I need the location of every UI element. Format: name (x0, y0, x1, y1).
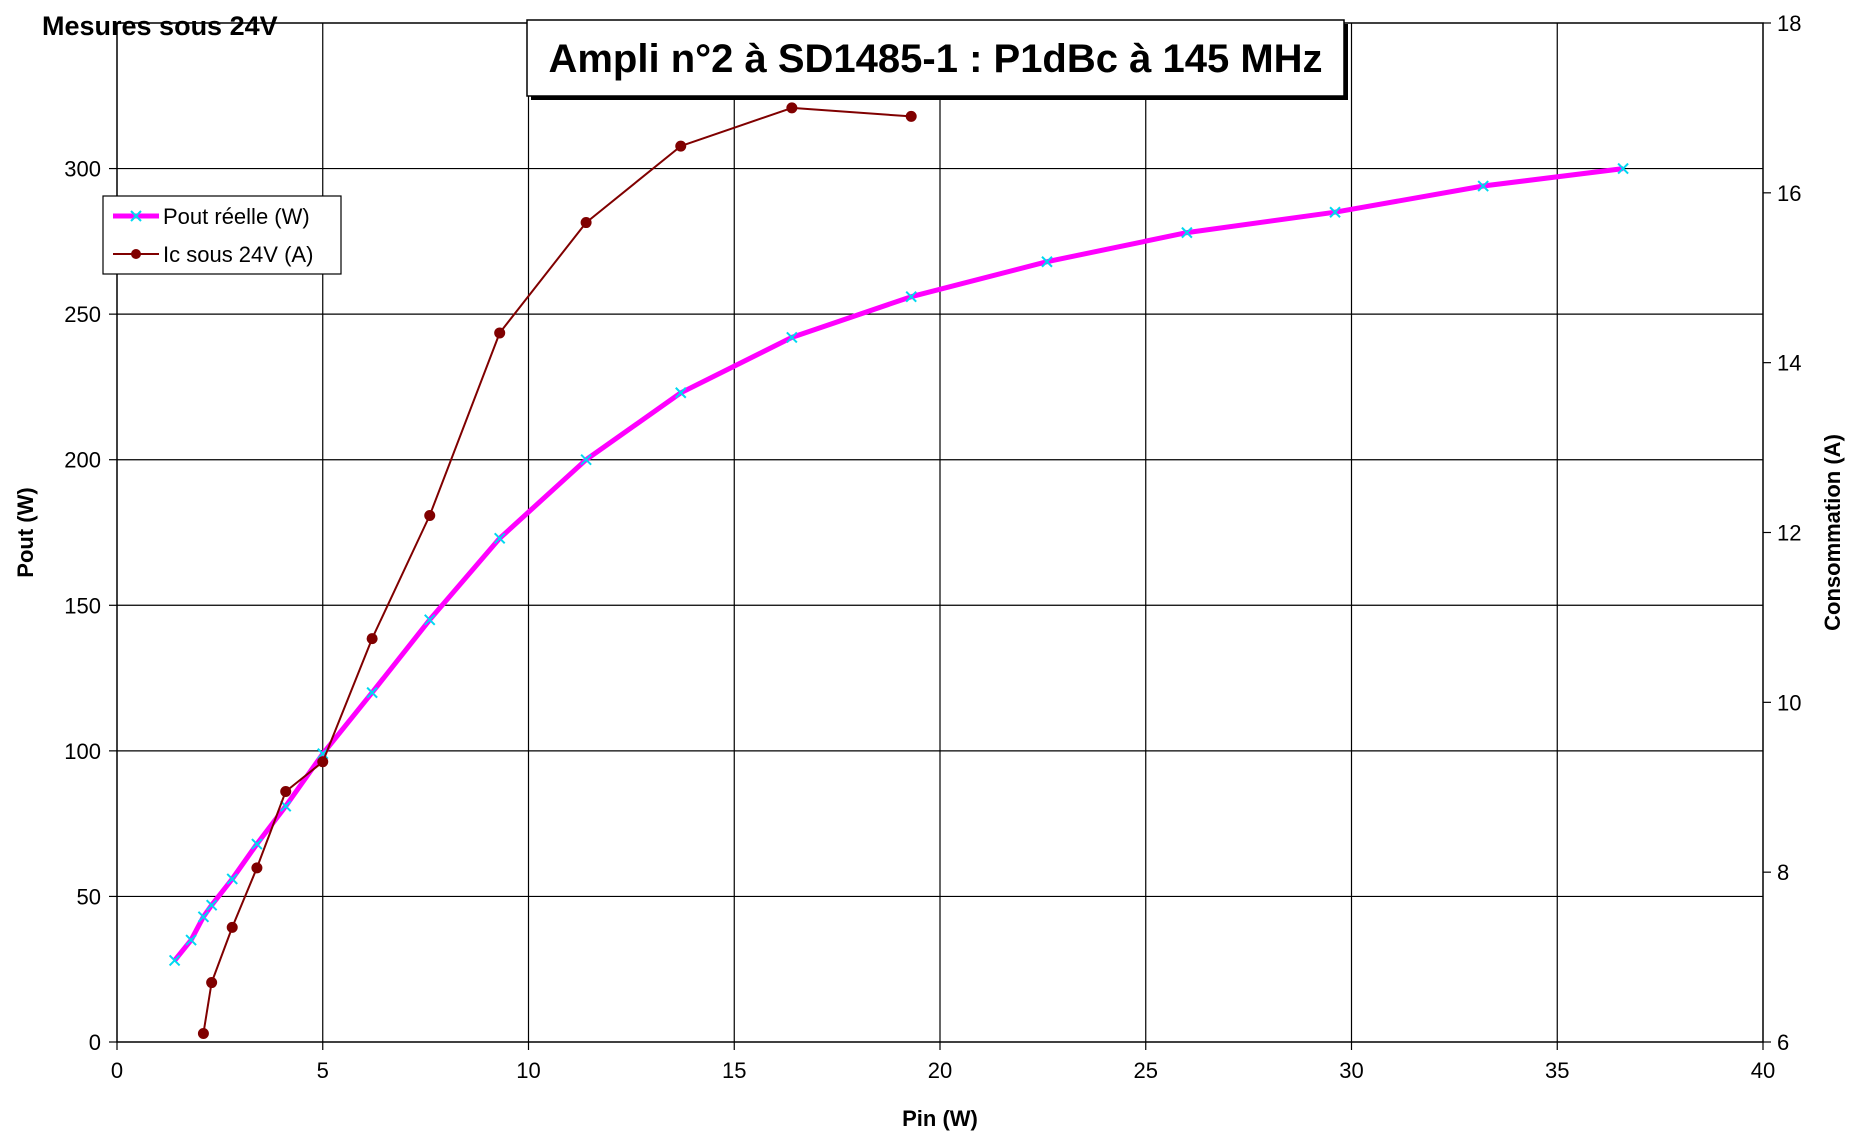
series-layer (168, 102, 1629, 1040)
legend-label: Ic sous 24V (A) (163, 242, 313, 267)
data-point (205, 899, 218, 911)
data-point (197, 911, 210, 923)
data-point (1477, 180, 1489, 192)
data-point (580, 454, 592, 466)
data-point (786, 331, 798, 344)
y2-axis-label: Consommation (A) (1820, 434, 1845, 631)
chart-subtitle: Mesures sous 24V (42, 11, 278, 41)
data-point (786, 102, 798, 114)
data-point (251, 862, 263, 874)
data-point (580, 217, 592, 229)
data-point (366, 686, 378, 699)
chart-title: Ampli n°2 à SD1485-1 : P1dBc à 145 MHz (548, 37, 1322, 81)
y2-tick-label: 8 (1777, 860, 1789, 885)
x-tick-label: 10 (516, 1058, 540, 1083)
legend-entry-1: Pout réelle (W) (113, 204, 310, 229)
data-point (1329, 206, 1341, 218)
y-tick-label: 150 (64, 593, 101, 618)
y-tick-label: 100 (64, 739, 101, 764)
x-axis-label: Pin (W) (902, 1106, 978, 1131)
series-line (172, 166, 1624, 963)
data-point (905, 110, 917, 122)
series-1 (168, 162, 1629, 967)
y2-tick-label: 18 (1777, 11, 1801, 36)
data-point (424, 510, 436, 522)
y2-tick-label: 16 (1777, 181, 1801, 206)
data-point (493, 532, 506, 545)
data-point (366, 633, 378, 645)
data-point (424, 614, 436, 626)
data-point (251, 838, 263, 850)
data-point (197, 1028, 209, 1040)
y2-tick-label: 6 (1777, 1030, 1789, 1055)
grid-lines (117, 23, 1763, 1042)
y-tick-label: 50 (77, 884, 101, 909)
data-point (226, 873, 238, 885)
data-point (494, 327, 506, 339)
data-point (185, 934, 197, 946)
data-point (1181, 226, 1193, 239)
series-2 (197, 102, 917, 1040)
y2-tick-label: 14 (1777, 351, 1801, 376)
y-tick-label: 200 (64, 448, 101, 473)
data-point (280, 785, 292, 797)
x-tick-label: 20 (928, 1058, 952, 1083)
y-axis-label: Pout (W) (13, 487, 38, 577)
data-point (1617, 162, 1629, 175)
y2-tick-label: 10 (1777, 690, 1801, 715)
y2-tick-label: 12 (1777, 521, 1801, 546)
data-point (226, 921, 238, 933)
data-point (675, 140, 687, 152)
data-point (905, 290, 917, 303)
x-tick-label: 25 (1134, 1058, 1158, 1083)
data-point (168, 954, 181, 967)
data-point (317, 756, 329, 768)
y-tick-label: 300 (64, 157, 101, 182)
x-tick-label: 0 (111, 1058, 123, 1083)
legend-entry-2: Ic sous 24V (A) (113, 242, 313, 267)
title-box (526, 19, 1345, 97)
x-tick-label: 35 (1545, 1058, 1569, 1083)
axis-ticks: 0 5 10 15 20 25 30 35 40 0 50 100 150 200 250 300 6 8 10 12… (64, 11, 1801, 1083)
x-tick-label: 5 (317, 1058, 329, 1083)
y-tick-label: 250 (64, 302, 101, 327)
data-point (675, 387, 687, 399)
x-tick-label: 15 (722, 1058, 746, 1083)
x-tick-label: 40 (1751, 1058, 1775, 1083)
legend: Pout réelle (W) Ic sous 24V (A) (102, 195, 342, 275)
legend-entries: Pout réelle (W) Ic sous 24V (A) (113, 204, 313, 267)
data-point (317, 748, 329, 760)
y-tick-label: 0 (89, 1030, 101, 1055)
chart-title-box: Ampli n°2 à SD1485-1 : P1dBc à 145 MHz (526, 19, 1348, 100)
legend-label: Pout réelle (W) (163, 204, 310, 229)
data-point (206, 977, 218, 989)
data-point (1041, 256, 1053, 268)
legend-box (102, 195, 342, 275)
x-tick-label: 30 (1339, 1058, 1363, 1083)
